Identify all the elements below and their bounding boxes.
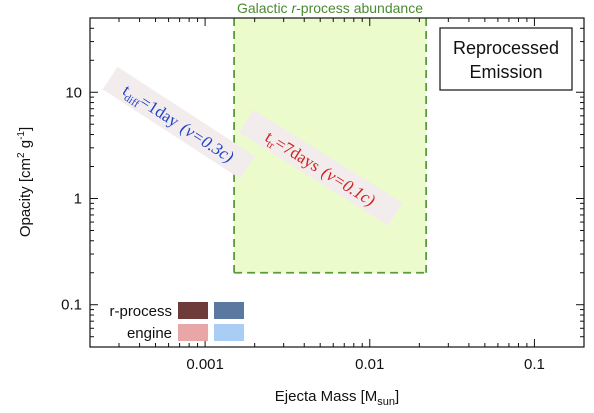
annotation-line1: Reprocessed (453, 38, 559, 58)
annotation-line2: Emission (469, 62, 542, 82)
y-title-end: ] (17, 127, 34, 131)
x-tick-label: 0.001 (186, 356, 224, 373)
legend-swatch-rprocess-red (178, 302, 208, 319)
legend-swatch-rprocess-blue (214, 302, 244, 319)
legend-swatch-engine-red (178, 324, 208, 341)
transparency-label-bg (239, 109, 403, 226)
y-title-mid: g (17, 140, 34, 153)
legend-label-rprocess: r-process (109, 303, 172, 320)
diffusion-label-bg (102, 66, 255, 179)
y-axis-title: Opacity [cm2 g-1] (16, 127, 34, 237)
galactic-label: Galactic r-process abundance (237, 0, 423, 16)
galactic-label-suffix: -process abundance (296, 0, 423, 16)
legend-label-engine: engine (127, 325, 172, 342)
x-title-sub: sun (377, 396, 395, 408)
diffusion-label: tdiff=1day(v=0.3c) (102, 66, 255, 179)
axis-ticks: 0.001 0.01 0.1 0.1 1 10 (61, 17, 585, 373)
x-axis-title: Ejecta Mass [Msun] (275, 388, 399, 408)
x-tick-label: 0.1 (524, 356, 545, 373)
y-tick-label: 0.1 (61, 297, 82, 314)
y-tick-label: 10 (65, 84, 82, 101)
plot-frame (89, 17, 585, 348)
y-title-sup2: -1 (16, 131, 27, 140)
y-title-sup1: 2 (16, 152, 27, 158)
annotation-frame (439, 27, 573, 91)
reprocessed-emission-box: Reprocessed Emission (439, 27, 573, 91)
legend-swatch-engine-blue (214, 324, 244, 341)
galactic-label-prefix: Galactic (237, 0, 291, 16)
galactic-label-italic: r (291, 0, 297, 16)
x-title-end: ] (395, 388, 399, 405)
y-tick-label: 1 (74, 190, 82, 207)
x-title-main: Ejecta Mass [M (275, 388, 378, 405)
legend: r-process engine (109, 302, 244, 342)
y-title-main: Opacity [cm (17, 158, 34, 237)
x-tick-label: 0.01 (355, 356, 384, 373)
